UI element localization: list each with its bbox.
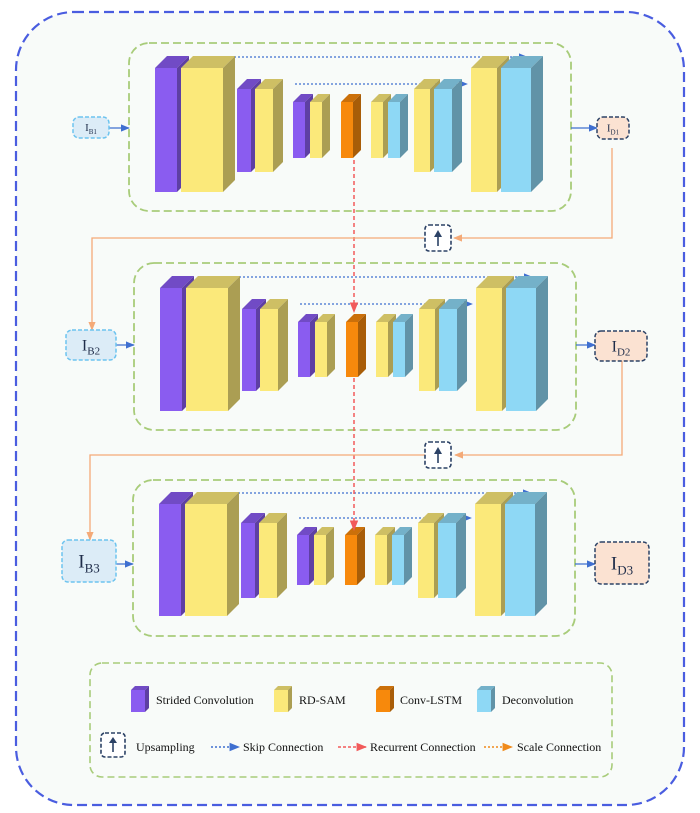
stage-2-frame xyxy=(133,262,577,431)
deconv-block xyxy=(505,492,547,616)
rd-sam-block xyxy=(186,276,240,411)
rd-sam-block xyxy=(315,314,335,377)
upsampling-icon xyxy=(424,441,452,469)
output-image-3: ID3 xyxy=(594,541,650,585)
input-image-3-letter: I xyxy=(78,551,84,572)
input-image-2: IB2 xyxy=(65,329,117,361)
legend-convlstm-icon xyxy=(376,686,394,712)
deconv-block xyxy=(501,56,543,192)
rd-sam-block xyxy=(310,94,330,158)
stage-1 xyxy=(128,42,572,212)
svg-text:IB3: IB3 xyxy=(78,551,100,575)
input-image-2-subscript: B2 xyxy=(87,345,100,357)
deconv-block xyxy=(434,79,462,172)
output-image-2-subscript: D2 xyxy=(617,346,630,358)
legend-upsampling-label: Upsampling xyxy=(136,740,195,754)
legend-skip-label: Skip Connection xyxy=(243,740,323,754)
deconv-block xyxy=(388,94,408,158)
legend-rdsam-label: RD-SAM xyxy=(299,693,346,707)
output-image-1-letter: I xyxy=(607,123,611,135)
scale-connection xyxy=(453,148,613,242)
deconv-block xyxy=(438,513,466,598)
legend-strided-label: Strided Convolution xyxy=(156,693,254,707)
legend-scale-label: Scale Connection xyxy=(517,740,601,754)
stage-2 xyxy=(133,262,577,431)
upsampling-icon xyxy=(424,224,452,252)
input-image-1-subscript: B1 xyxy=(89,128,98,136)
legend-rdsam-icon xyxy=(274,686,292,712)
legend-recurrent-label: Recurrent Connection xyxy=(370,740,476,754)
output-image-3-letter: I xyxy=(611,553,617,574)
rd-sam-block xyxy=(181,56,235,192)
deconv-block xyxy=(439,299,467,391)
scale-connection xyxy=(86,454,426,541)
legend-frame xyxy=(89,662,613,778)
legend-deconv-label: Deconvolution xyxy=(502,693,573,707)
svg-text:ID2: ID2 xyxy=(612,338,631,358)
input-image-2-letter: I xyxy=(82,337,87,354)
conv-lstm-block xyxy=(341,94,361,158)
output-image-2-letter: I xyxy=(612,338,617,355)
stage-3 xyxy=(132,479,576,637)
scale-connection xyxy=(454,360,623,459)
svg-text:IB2: IB2 xyxy=(82,337,100,357)
rd-sam-block xyxy=(259,513,287,598)
strided-conv-block xyxy=(297,527,317,585)
output-image-1: ID1 xyxy=(596,116,630,140)
svg-text:ID1: ID1 xyxy=(607,123,620,137)
input-image-3-subscript: B3 xyxy=(85,560,100,575)
rd-sam-block xyxy=(260,299,288,391)
legend-convlstm-label: Conv-LSTM xyxy=(400,693,462,707)
rd-sam-block xyxy=(255,79,283,172)
stage-1-frame xyxy=(128,42,572,212)
legend-upsampling-icon xyxy=(100,732,126,758)
output-image-1-subscript: D1 xyxy=(611,129,620,137)
rd-sam-block xyxy=(314,527,334,585)
scale-connection xyxy=(88,237,424,331)
legend-deconv-icon xyxy=(477,686,495,712)
output-image-3-subscript: D3 xyxy=(617,562,633,577)
stage-3-frame xyxy=(132,479,576,637)
deconv-block xyxy=(392,527,412,585)
input-image-1-letter: I xyxy=(85,122,89,134)
legend-strided-icon xyxy=(131,686,149,712)
conv-lstm-block xyxy=(346,314,366,377)
input-image-3: IB3 xyxy=(61,539,117,583)
legend: Strided Convolution RD-SAM Conv-LSTM Dec… xyxy=(89,662,613,778)
deconv-block xyxy=(393,314,413,377)
svg-text:ID3: ID3 xyxy=(611,553,633,577)
svg-text:IB1: IB1 xyxy=(85,122,97,136)
conv-lstm-block xyxy=(345,527,365,585)
rd-sam-block xyxy=(185,492,239,616)
output-image-2: ID2 xyxy=(594,330,648,362)
deconv-block xyxy=(506,276,548,411)
input-image-1: IB1 xyxy=(72,116,110,139)
